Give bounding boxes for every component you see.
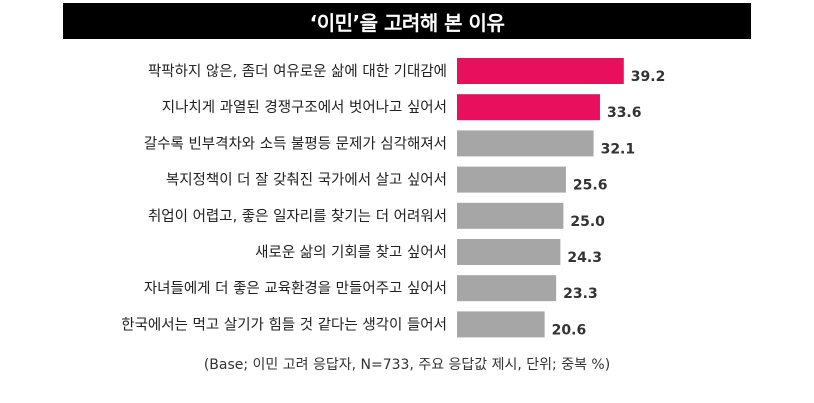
- bar-1: [457, 94, 600, 121]
- chart-title: ‘이민’을 고려해 본 이유: [309, 10, 505, 35]
- value-label-6: 23.3: [563, 286, 598, 302]
- bar-6: [457, 275, 557, 302]
- value-label-4: 25.0: [570, 214, 605, 230]
- bar-5: [457, 239, 561, 265]
- category-label-1: 지나치게 과열된 경쟁구조에서 벗어나고 싶어서: [162, 99, 447, 116]
- category-label-6: 자녀들에게 더 좋은 교육환경을 만들어주고 싶어서: [144, 280, 447, 297]
- bar-0: [457, 58, 624, 84]
- bar-4: [457, 202, 564, 229]
- footnote: (Base; 이민 고려 응답자, N=733, 주요 응답값 제시, 단위; …: [203, 357, 611, 373]
- category-label-4: 취업이 어렵고, 좋은 일자리를 찾기는 더 어려워서: [148, 208, 447, 225]
- bar-2: [457, 130, 594, 157]
- bar-3: [457, 166, 566, 193]
- category-label-7: 한국에서는 먹고 살기가 힘들 것 같다는 생각이 들어서: [121, 316, 447, 333]
- category-label-0: 팍팍하지 않은, 좀더 여유로운 삶에 대한 기대감에: [148, 63, 447, 80]
- value-label-1: 33.6: [607, 105, 642, 121]
- value-label-5: 24.3: [567, 250, 602, 266]
- value-label-3: 25.6: [573, 178, 608, 194]
- category-label-2: 갈수록 빈부격차와 소득 불평등 문제가 심각해져서: [144, 135, 447, 152]
- category-label-5: 새로운 삶의 기회를 찾고 싶어서: [255, 244, 447, 261]
- bars-layer: 팍팍하지 않은, 좀더 여유로운 삶에 대한 기대감에 39.2 지나치게 과열된 …: [121, 58, 665, 338]
- value-label-0: 39.2: [631, 69, 666, 85]
- bar-chart: 팍팍하지 않은, 좀더 여유로운 삶에 대한 기대감에 39.2 지나치게 과열된 …: [121, 58, 665, 338]
- title-bar: ‘이민’을 고려해 본 이유: [63, 3, 751, 39]
- bar-7: [457, 311, 545, 338]
- value-label-7: 20.6: [552, 322, 587, 338]
- value-label-2: 32.1: [601, 141, 636, 157]
- category-label-3: 복지정책이 더 잘 갖춰진 국가에서 살고 싶어서: [166, 172, 447, 189]
